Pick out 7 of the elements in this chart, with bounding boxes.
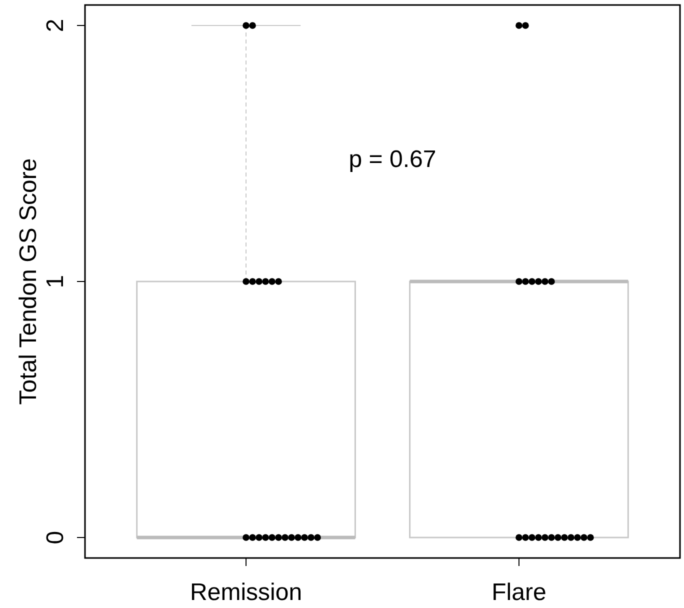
- y-axis-title: Total Tendon GS Score: [15, 158, 42, 405]
- y-tick-label: 2: [42, 18, 69, 32]
- y-tick-label: 1: [42, 274, 69, 288]
- x-tick-label: Flare: [492, 579, 546, 606]
- annotation: p = 0.67: [348, 146, 436, 173]
- y-tick-label: 0: [42, 530, 69, 544]
- x-tick-label: Remission: [190, 579, 302, 606]
